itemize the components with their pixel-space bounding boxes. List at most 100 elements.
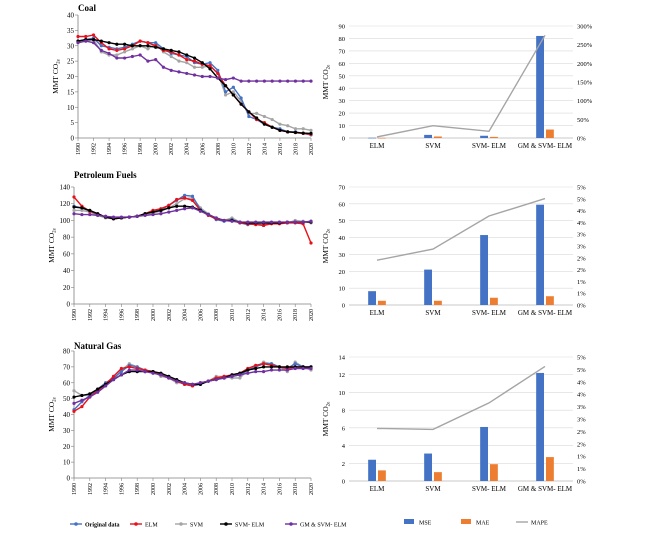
line-chart-natural-gas: Natural Gas 0 10 20 30 40 50 60 70 80 1990 1992 1994…	[47, 341, 315, 495]
point-gm_svm_elm	[130, 54, 134, 59]
x-tick-label: 2018	[293, 143, 299, 155]
point-gm_svm_elm	[231, 76, 235, 80]
x-tick-label-group: 1998	[138, 143, 144, 155]
point-original	[247, 114, 251, 119]
point-svm	[177, 59, 181, 63]
bar-legend: MSE MAE MAPE	[404, 519, 548, 527]
bar-mse	[424, 269, 432, 305]
y-tick-label: 40	[339, 235, 346, 242]
x-tick-label-group: 1994	[104, 483, 110, 495]
y-tick-label: 30	[339, 98, 346, 105]
point-elm	[175, 197, 179, 202]
category-label: ELM	[370, 485, 386, 493]
point-original	[99, 44, 103, 48]
point-gm_svm_elm	[111, 377, 116, 382]
series-line-elm	[73, 196, 312, 244]
point-gm_svm_elm	[206, 212, 210, 217]
point-gm_svm_elm	[286, 79, 290, 83]
point-gm_svm_elm	[255, 79, 259, 83]
point-original	[216, 68, 220, 72]
x-tick-label: 2010	[231, 143, 237, 155]
x-tick-label: 2010	[230, 483, 236, 495]
point-elm	[84, 34, 88, 39]
point-elm	[185, 57, 189, 62]
y-tick-label: 50	[63, 395, 71, 403]
y-tick-label: 100	[60, 217, 71, 225]
x-tick-label-group: 1990	[76, 143, 82, 155]
y2-tick-label: 1%	[577, 279, 586, 286]
point-gm_svm_elm	[208, 74, 212, 79]
category-label: GM & SVM- ELM	[518, 485, 573, 493]
x-tick-label: 2014	[262, 309, 268, 321]
point-svm_elm	[177, 50, 181, 54]
y-tick-label: 2	[342, 461, 345, 468]
point-gm_svm_elm	[143, 213, 147, 218]
point-gm_svm_elm	[262, 220, 266, 224]
y2-tick-label: 250%	[577, 42, 593, 49]
y-tick-label: 80	[63, 348, 71, 356]
point-gm_svm_elm	[293, 220, 297, 224]
point-svm_elm	[151, 210, 155, 214]
point-svm_elm	[96, 387, 100, 391]
series-line-mape	[376, 197, 546, 261]
point-gm_svm_elm	[309, 79, 313, 83]
x-tick-label: 2002	[167, 309, 173, 321]
point-elm	[146, 41, 150, 45]
x-tick-label: 1990	[72, 483, 78, 495]
point-gm_svm_elm	[84, 39, 88, 43]
x-tick-label: 2002	[167, 483, 173, 495]
point-elm	[91, 33, 96, 37]
point-svm	[293, 127, 298, 131]
point-svm	[278, 122, 282, 126]
category-label: SVM- ELM	[472, 309, 507, 317]
point-svm	[262, 114, 266, 119]
point-svm_elm	[130, 44, 134, 48]
point-gm_svm_elm	[107, 51, 111, 56]
y-tick-label: 60	[339, 201, 346, 208]
point-elm	[190, 198, 195, 202]
point-elm	[138, 39, 142, 43]
x-tick-label-group: 2010	[230, 483, 236, 495]
x-tick-label: 2004	[183, 483, 189, 495]
line-chart-coal: Coal 0 5 10 15 20 25 30 35 40 1990 1992 1994 1996 1998…	[51, 3, 315, 155]
legend-marker-elm	[134, 522, 138, 526]
x-tick-label-group: 2002	[167, 483, 173, 495]
point-gm_svm_elm	[151, 212, 155, 217]
point-svm_elm	[277, 365, 281, 369]
legend-label: Original data	[85, 523, 120, 529]
point-svm_elm	[169, 48, 173, 52]
x-tick-label: 1992	[92, 143, 98, 155]
point-gm_svm_elm	[177, 70, 181, 74]
point-svm	[123, 50, 127, 54]
point-svm	[72, 389, 76, 393]
point-gm_svm_elm	[301, 220, 305, 224]
x-tick-label: 1998	[135, 483, 141, 495]
y-tick-label: 60	[63, 379, 71, 387]
point-svm_elm	[293, 130, 298, 135]
point-original	[183, 193, 187, 197]
y2-tick-label: 4%	[577, 379, 586, 386]
y2-tick-label: 2%	[577, 255, 586, 262]
bar-mse	[480, 135, 488, 138]
point-elm	[254, 363, 258, 367]
point-svm_elm	[231, 93, 235, 97]
x-tick-label-group: 2006	[198, 483, 204, 495]
legend-label: GM & SVM- ELM	[300, 523, 347, 529]
point-svm	[175, 202, 179, 206]
point-gm_svm_elm	[96, 213, 100, 218]
point-svm	[130, 47, 134, 51]
x-tick-label-group: 1998	[135, 309, 141, 321]
point-gm_svm_elm	[115, 56, 119, 60]
y-tick-label: 50	[339, 73, 346, 80]
x-tick-label-group: 1996	[123, 143, 129, 155]
point-elm	[216, 71, 220, 76]
y2-tick-label: 1%	[577, 466, 586, 473]
point-gm_svm_elm	[254, 370, 258, 374]
x-tick-label-group: 1990	[72, 483, 78, 495]
y-tick-label: 20	[63, 284, 71, 292]
point-svm	[72, 208, 76, 212]
x-tick-label-group: 2008	[214, 309, 220, 321]
point-gm_svm_elm	[222, 376, 226, 380]
point-elm	[80, 404, 84, 409]
point-gm_svm_elm	[262, 79, 266, 83]
